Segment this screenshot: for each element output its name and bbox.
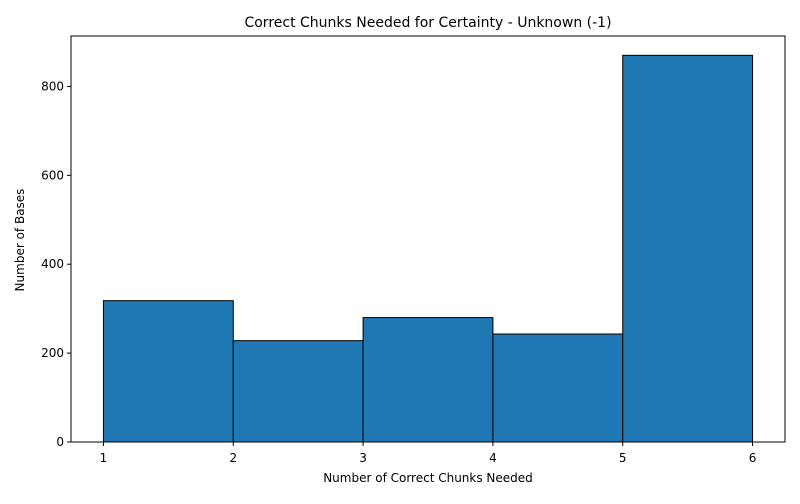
bar-3 [362, 317, 494, 443]
y-tick-label-400: 400 [41, 257, 64, 271]
bar-4 [492, 333, 624, 443]
y-tick-label-0: 0 [56, 435, 64, 449]
x-tick-label-5: 5 [619, 451, 627, 465]
chart-title: Correct Chunks Needed for Certainty - Un… [244, 15, 611, 31]
x-tick-label-1: 1 [100, 451, 108, 465]
bar-1 [102, 300, 234, 443]
x-tick-label-3: 3 [359, 451, 367, 465]
bar-2 [232, 340, 364, 443]
x-tick-label-2: 2 [229, 451, 237, 465]
y-tick-label-600: 600 [41, 168, 64, 182]
y-tick-label-800: 800 [41, 79, 64, 93]
x-tick-label-6: 6 [749, 451, 757, 465]
y-axis-label: Number of Bases [13, 189, 27, 292]
bar-5 [622, 54, 754, 443]
plot-frame [70, 35, 786, 443]
x-tick-label-4: 4 [489, 451, 497, 465]
bars-group [102, 54, 754, 443]
x-axis-label: Number of Correct Chunks Needed [323, 471, 533, 485]
y-tick-label-200: 200 [41, 346, 64, 360]
axes-group: 1 2 3 4 5 6 0 200 400 600 800 [41, 35, 786, 465]
